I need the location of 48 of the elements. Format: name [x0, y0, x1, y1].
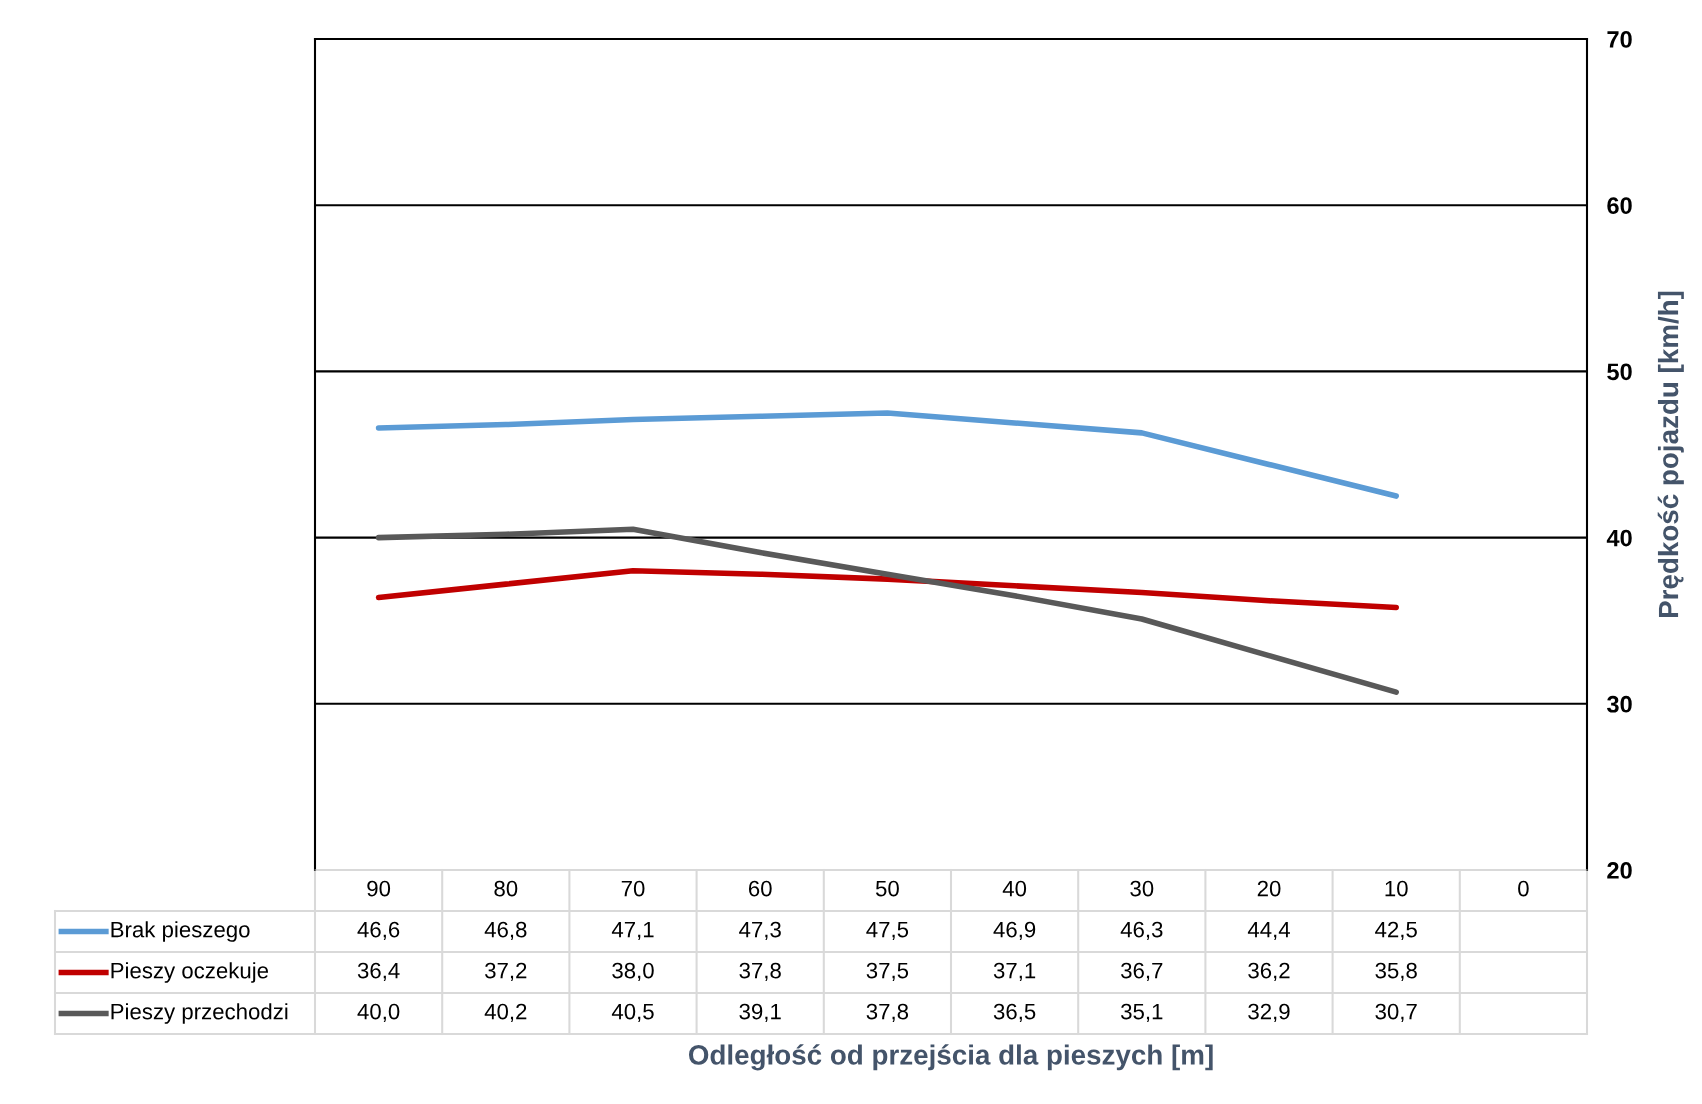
data-label: 44,4 [1247, 921, 1290, 941]
y-axis-title: Prędkość pojazdu [km/h] [1657, 291, 1684, 618]
data-label: 37,2 [485, 962, 527, 982]
legend-label: Pieszy przechodzi [111, 1003, 288, 1024]
data-label: 42,5 [1375, 921, 1417, 941]
data-label: 47,1 [611, 921, 654, 941]
data-label: 47,3 [739, 921, 781, 941]
x-tick-label: 70 [621, 880, 645, 897]
data-label: 38,0 [612, 962, 654, 982]
data-label: 46,6 [357, 921, 400, 941]
legend-label: Brak pieszego [111, 921, 250, 942]
x-tick-label: 10 [1385, 880, 1408, 897]
data-label: 46,9 [993, 921, 1036, 941]
data-label: 36,7 [1121, 962, 1163, 982]
x-tick-label: 80 [494, 880, 518, 897]
data-label: 46,8 [484, 921, 527, 941]
data-label: 39,1 [739, 1003, 781, 1023]
data-label: 40,5 [611, 1003, 654, 1023]
y-tick-label: 60 [1607, 197, 1632, 214]
x-tick-label: 0 [1518, 880, 1529, 897]
legend-label: Pieszy oczekuje [111, 962, 269, 983]
y-tick-label: 50 [1607, 363, 1632, 381]
data-label: 35,1 [1121, 1003, 1163, 1023]
data-label: 46,3 [1120, 921, 1163, 941]
x-tick-label: 40 [1002, 880, 1027, 897]
data-label: 37,8 [739, 962, 781, 982]
data-label: 47,5 [866, 921, 909, 941]
y-tick-label: 40 [1606, 529, 1632, 547]
x-tick-label: 20 [1257, 880, 1281, 897]
x-tick-label: 90 [367, 880, 391, 897]
y-tick-label: 70 [1607, 31, 1632, 48]
y-tick-label: 30 [1606, 695, 1632, 713]
data-label: 30,7 [1375, 1003, 1417, 1023]
x-tick-label: 30 [1130, 880, 1154, 897]
data-label: 35,8 [1375, 962, 1417, 982]
data-label: 37,8 [866, 1003, 909, 1023]
text: Odległość od przejścia dla pieszych [m] [688, 1044, 1213, 1071]
y-tick-label: 20 [1607, 862, 1632, 879]
data-label: 36,2 [1248, 962, 1290, 982]
x-tick-label: 50 [875, 880, 899, 897]
data-label: 40,2 [484, 1003, 527, 1023]
data-label: 36,4 [357, 962, 400, 982]
x-tick-label: 60 [748, 880, 772, 897]
data-label: 32,9 [1248, 1003, 1290, 1023]
data-label: 37,1 [993, 962, 1036, 982]
data-label: 36,5 [993, 1003, 1036, 1023]
data-label: 40,0 [357, 1003, 400, 1023]
data-label: 37,5 [866, 962, 909, 982]
